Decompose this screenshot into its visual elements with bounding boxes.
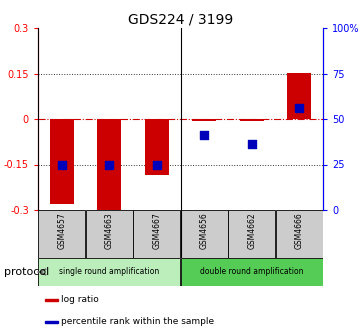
- Bar: [276, 210, 323, 258]
- Point: [106, 162, 112, 167]
- Title: GDS224 / 3199: GDS224 / 3199: [128, 13, 233, 27]
- Bar: [145, 119, 169, 175]
- Bar: [287, 73, 311, 119]
- Text: GSM4662: GSM4662: [247, 212, 256, 249]
- Bar: [192, 119, 216, 121]
- Bar: [97, 119, 121, 212]
- Bar: [133, 210, 180, 258]
- Text: GSM4657: GSM4657: [57, 212, 66, 249]
- Bar: [45, 321, 58, 323]
- Bar: [50, 119, 74, 204]
- Bar: [45, 299, 58, 301]
- Bar: [181, 210, 228, 258]
- Bar: [38, 210, 85, 258]
- Point: [249, 142, 255, 147]
- Text: protocol: protocol: [4, 267, 49, 277]
- Text: GSM4656: GSM4656: [200, 212, 209, 249]
- Text: GSM4667: GSM4667: [152, 212, 161, 249]
- Bar: [38, 258, 180, 286]
- Text: single round amplification: single round amplification: [59, 267, 159, 277]
- Text: double round amplification: double round amplification: [200, 267, 304, 277]
- Bar: [228, 210, 275, 258]
- Point: [201, 133, 207, 138]
- Bar: [240, 119, 264, 121]
- Bar: [181, 258, 323, 286]
- Text: GSM4666: GSM4666: [295, 212, 304, 249]
- Point: [296, 106, 302, 111]
- Bar: [86, 210, 133, 258]
- Text: GSM4663: GSM4663: [105, 212, 114, 249]
- Text: log ratio: log ratio: [61, 295, 99, 304]
- Point: [59, 162, 65, 167]
- Point: [154, 162, 160, 167]
- Text: percentile rank within the sample: percentile rank within the sample: [61, 318, 214, 327]
